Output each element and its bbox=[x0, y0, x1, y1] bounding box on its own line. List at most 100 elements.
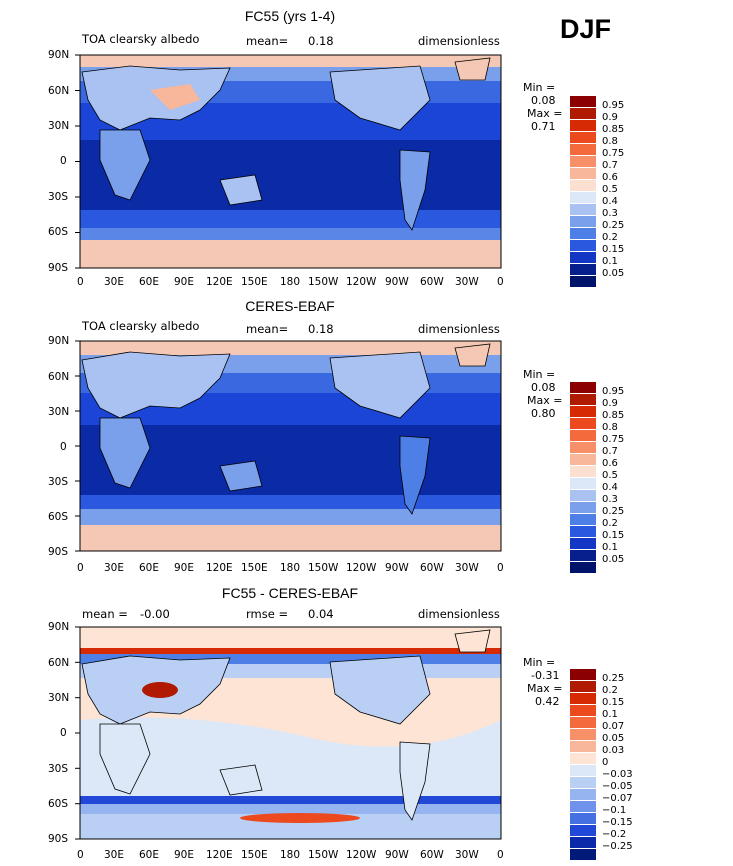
panel-3-axis-ticks bbox=[75, 626, 80, 840]
panel-3-rmse-value: 0.04 bbox=[308, 607, 334, 621]
panel-3-lon-30e: 30E bbox=[104, 849, 124, 861]
panel-3-lat-60n: 60N bbox=[48, 657, 70, 669]
panel-1-lat-30s: 30S bbox=[48, 191, 69, 203]
cb1-level: 0.75 bbox=[602, 148, 625, 159]
panel-3-lon-30w: 30W bbox=[455, 849, 479, 861]
cb3-level: −0.1 bbox=[602, 805, 627, 816]
panel-3-lon-120w: 120W bbox=[346, 849, 377, 861]
cb3-level: 0.2 bbox=[602, 685, 618, 696]
panel-3-lon-180: 180 bbox=[280, 849, 301, 861]
panel-2-lon-120e: 120E bbox=[206, 562, 233, 574]
cb2-level: 0.95 bbox=[602, 386, 625, 397]
panel-3-colorbar bbox=[570, 669, 596, 861]
panel-3-lat-90n: 90N bbox=[48, 621, 70, 633]
panel-1-lon-150w: 150W bbox=[308, 276, 339, 288]
panel-1-mean-label: mean= bbox=[246, 34, 289, 48]
cb2-level: 0.15 bbox=[602, 530, 625, 541]
cb3-level: −0.05 bbox=[602, 781, 633, 792]
panel-3-units-label: dimensionless bbox=[418, 607, 500, 621]
panel-1-axis-ticks bbox=[75, 54, 80, 269]
panel-3-lat-60s: 60S bbox=[48, 798, 69, 810]
cb2-level: 0.8 bbox=[602, 422, 618, 433]
panel-3-lon-60e: 60E bbox=[139, 849, 159, 861]
panel-1-max-label: Max = bbox=[527, 107, 563, 120]
cb1-level: 0.9 bbox=[602, 112, 618, 123]
panel-1-lat-eq: 0 bbox=[60, 155, 67, 167]
panel-1-variable-label: TOA clearsky albedo bbox=[82, 32, 200, 46]
panel-2-lat-60s: 60S bbox=[48, 511, 69, 523]
panel-1-lon-90e: 90E bbox=[174, 276, 194, 288]
panel-1-lon-150e: 150E bbox=[241, 276, 268, 288]
cb3-level: −0.07 bbox=[602, 793, 633, 804]
panel-3-lat-eq: 0 bbox=[60, 727, 67, 739]
panel-2-lat-eq: 0 bbox=[60, 441, 67, 453]
panel-3-min-label: Min = bbox=[523, 656, 556, 669]
panel-2-lon-150w: 150W bbox=[308, 562, 339, 574]
cb3-level: −0.03 bbox=[602, 769, 633, 780]
panel-2-lon-30e: 30E bbox=[104, 562, 124, 574]
season-label: DJF bbox=[560, 14, 612, 44]
cb3-level: 0.15 bbox=[602, 697, 625, 708]
cb2-level: 0.05 bbox=[602, 554, 625, 565]
cb3-level: −0.2 bbox=[602, 829, 627, 840]
cb1-level: 0.5 bbox=[602, 184, 618, 195]
panel-2-lat-30s: 30S bbox=[48, 476, 69, 488]
panel-2-max-value: 0.80 bbox=[531, 407, 556, 420]
panel-3-title: FC55 - CERES-EBAF bbox=[221, 585, 359, 601]
panel-3-lon-150w: 150W bbox=[308, 849, 339, 861]
cb2-level: 0.85 bbox=[602, 410, 625, 421]
cb1-level: 0.95 bbox=[602, 100, 625, 111]
panel-1-lat-30n: 30N bbox=[48, 120, 70, 132]
panel-1-lon-0-end: 0 bbox=[497, 276, 504, 288]
panel-3-rmse-label: rmse = bbox=[246, 607, 289, 621]
cb3-level: 0.03 bbox=[602, 745, 625, 756]
panel-3-lon-0-end: 0 bbox=[497, 849, 504, 861]
panel-2-lon-150e: 150E bbox=[241, 562, 268, 574]
panel-1-lon-120e: 120E bbox=[206, 276, 233, 288]
panel-3-lon-60w: 60W bbox=[420, 849, 444, 861]
panel-2-lon-180: 180 bbox=[280, 562, 301, 574]
panel-3-lat-30s: 30S bbox=[48, 763, 69, 775]
panel-1-lat-90s: 90S bbox=[48, 262, 69, 274]
panel-1-lon-180: 180 bbox=[280, 276, 301, 288]
cb3-level: −0.15 bbox=[602, 817, 633, 828]
panel-1-lon-60e: 60E bbox=[139, 276, 159, 288]
panel-2-lon-30w: 30W bbox=[455, 562, 479, 574]
panel-1-title: FC55 (yrs 1-4) bbox=[244, 8, 336, 24]
panel-1-lon-30e: 30E bbox=[104, 276, 124, 288]
cb2-level: 0.9 bbox=[602, 398, 618, 409]
panel-2-lat-90n: 90N bbox=[48, 335, 70, 347]
panel-3-minmax: Min = -0.31 Max = 0.42 bbox=[516, 643, 562, 708]
panel-2-variable-label: TOA clearsky albedo bbox=[82, 319, 200, 333]
cb2-level: 0.6 bbox=[602, 458, 618, 469]
panel-2-lon-120w: 120W bbox=[346, 562, 377, 574]
panel-2-min-value: 0.08 bbox=[531, 381, 556, 394]
cb1-level: 0.3 bbox=[602, 208, 618, 219]
panel-2-max-label: Max = bbox=[527, 394, 563, 407]
panel-3-lon-150e: 150E bbox=[241, 849, 268, 861]
panel-1-min-value: 0.08 bbox=[531, 94, 556, 107]
panel-1-min-label: Min = bbox=[523, 81, 556, 94]
panel-2-lon-90w: 90W bbox=[385, 562, 409, 574]
panel-1-max-value: 0.71 bbox=[531, 120, 556, 133]
panel-1-units-label: dimensionless bbox=[418, 34, 500, 48]
cb2-level: 0.3 bbox=[602, 494, 618, 505]
panel-3-mean-value: -0.00 bbox=[140, 607, 170, 621]
cb2-level: 0.75 bbox=[602, 434, 625, 445]
cb1-level: 0.15 bbox=[602, 244, 625, 255]
panel-1-lat-60n: 60N bbox=[48, 85, 70, 97]
cb2-level: 0.2 bbox=[602, 518, 618, 529]
cb3-level: 0.1 bbox=[602, 709, 618, 720]
cb3-level: 0.25 bbox=[602, 673, 625, 684]
panel-1-lon-30w: 30W bbox=[455, 276, 479, 288]
cb1-level: 0.2 bbox=[602, 232, 618, 243]
panel-1-colorbar bbox=[570, 96, 596, 288]
cb3-level: 0.07 bbox=[602, 721, 625, 732]
panel-2-lon-60w: 60W bbox=[420, 562, 444, 574]
cb3-level: 0.05 bbox=[602, 733, 625, 744]
panel-3-mean-label: mean = bbox=[82, 607, 128, 621]
cb2-level: 0.5 bbox=[602, 470, 618, 481]
